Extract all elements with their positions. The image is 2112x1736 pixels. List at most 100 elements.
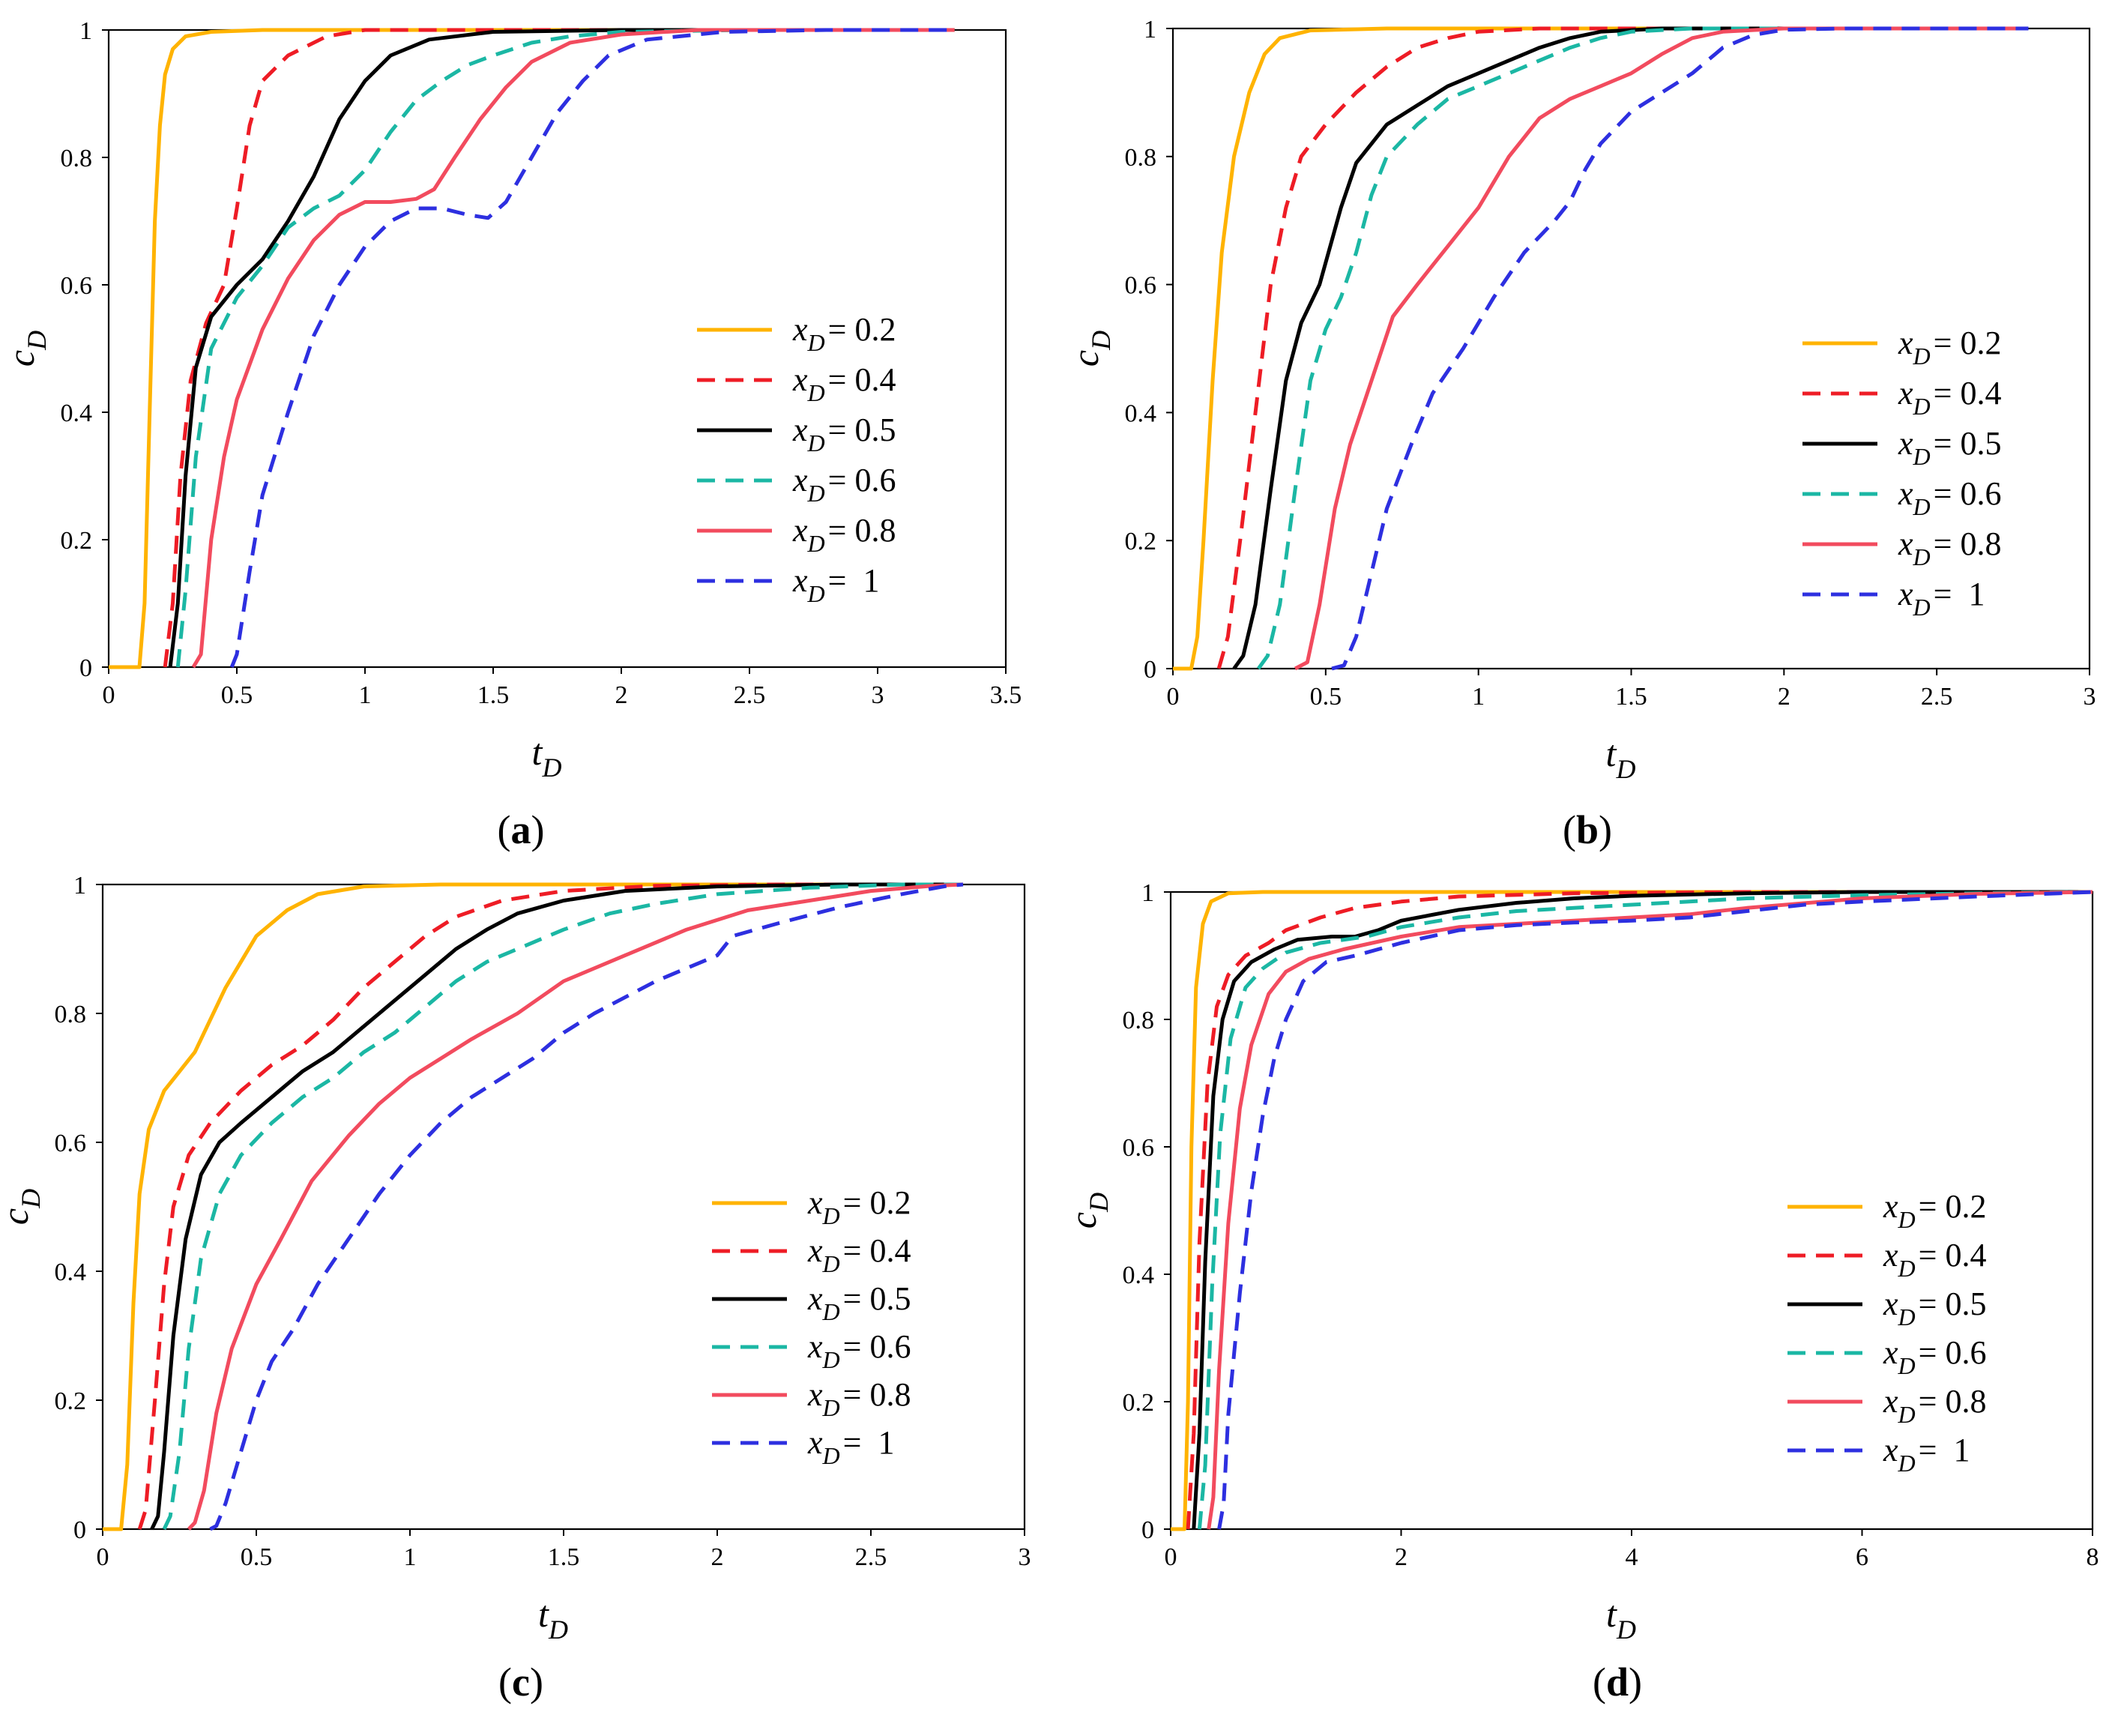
legend-label: xD= 0.8 (1883, 1383, 1986, 1428)
series-line-xD-0_2 (109, 28, 955, 669)
legend-eq: = (843, 1424, 870, 1461)
legend-value: 0.2 (869, 1184, 911, 1221)
legend-var: x (792, 562, 808, 599)
legend-label: xD= 0.5 (792, 412, 896, 456)
legend-eq: = (1934, 576, 1961, 612)
legend-label: xD= 0.8 (792, 512, 896, 557)
legend-var-sub: D (1898, 1401, 1916, 1428)
legend-var: x (792, 361, 808, 398)
legend-eq: = (1919, 1237, 1946, 1274)
legend-eq: = (843, 1376, 870, 1413)
series-line-xD-1 (1217, 890, 2093, 1530)
legend-eq: = (1934, 375, 1961, 412)
y-tick-label: 0.4 (1125, 400, 1157, 427)
legend-label: xD= 0.4 (807, 1232, 911, 1277)
legend-var: x (1883, 1432, 1898, 1468)
legend-eq: = (843, 1280, 870, 1317)
panel-label-open: ( (1593, 1660, 1606, 1705)
legend-var-sub: D (822, 1250, 840, 1277)
legend-label: xD= 0.2 (1883, 1188, 1986, 1233)
series-line-xD-0_5 (1232, 26, 2029, 670)
legend-value: 0.2 (854, 311, 896, 348)
y-axis-label-sub: D (1086, 331, 1116, 351)
legend-eq: = (1919, 1334, 1946, 1371)
x-tick-label: 0 (97, 1543, 109, 1571)
x-tick-label: 3.5 (990, 681, 1022, 709)
legend-var: x (1883, 1286, 1898, 1322)
y-tick-label: 1 (1141, 879, 1154, 907)
legend-label: xD= 0.2 (1898, 325, 2001, 370)
legend-var-sub: D (822, 1298, 840, 1325)
legend-var-sub: D (1913, 493, 1931, 520)
series-line-xD-1 (229, 28, 955, 668)
legend-eq: = (828, 462, 855, 498)
legend-value: 0.2 (1945, 1188, 1986, 1225)
x-axis-label-sub: D (1615, 754, 1635, 784)
x-axis-label-sub: D (541, 753, 561, 783)
x-tick-label: 4 (1626, 1543, 1638, 1571)
series-line-xD-0_6 (1197, 890, 2093, 1530)
series-line-xD-0_2 (1171, 890, 2093, 1531)
x-tick-label: 1.5 (477, 681, 510, 709)
legend-var-sub: D (1898, 1206, 1916, 1233)
legend-eq: = (1919, 1286, 1946, 1322)
legend: xD= 0.2xD= 0.4xD= 0.5xD= 0.6xD= 0.8xD= 1 (712, 1184, 911, 1469)
legend-var-sub: D (807, 480, 825, 507)
legend-value: 0.6 (869, 1328, 911, 1365)
legend-label: xD= 0.8 (1898, 525, 2001, 570)
legend-value: 1 (1960, 576, 1985, 612)
legend-var-sub: D (1913, 543, 1931, 570)
y-tick-label: 0.4 (1123, 1262, 1155, 1289)
legend-value: 0.6 (1960, 475, 2001, 512)
panel-label-open: ( (498, 807, 511, 852)
legend-var: x (1898, 325, 1913, 361)
legend-var-sub: D (1913, 393, 1931, 420)
legend-label: xD= 0.4 (1883, 1237, 1986, 1282)
legend-var: x (807, 1280, 823, 1317)
y-axis-label-base: c (1064, 350, 1106, 367)
legend-var: x (807, 1232, 823, 1269)
series-line-xD-0_5 (150, 882, 963, 1531)
x-tick-label: 0 (103, 681, 115, 709)
series-line-xD-0_8 (1294, 26, 2029, 671)
legend-var-sub: D (807, 329, 825, 356)
x-axis-label: tD (538, 1593, 568, 1645)
x-axis-label-base: t (1606, 732, 1617, 774)
legend: xD= 0.2xD= 0.4xD= 0.5xD= 0.6xD= 0.8xD= 1 (1802, 325, 2001, 621)
y-tick-label: 0.2 (1125, 528, 1157, 555)
legend-label: xD= 0.6 (1898, 475, 2001, 520)
legend-eq: = (1919, 1188, 1946, 1225)
y-tick-label: 0.6 (61, 272, 93, 300)
legend-var-sub: D (1913, 343, 1931, 370)
legend-label: xD= 0.2 (792, 311, 896, 356)
legend-var: x (807, 1424, 823, 1461)
legend-eq: = (1919, 1432, 1946, 1468)
x-tick-label: 2 (1395, 1543, 1408, 1571)
legend-var: x (792, 462, 808, 498)
legend-var: x (1883, 1188, 1898, 1225)
panel-label-close: ) (1629, 1660, 1642, 1705)
y-tick-label: 0.2 (55, 1387, 87, 1415)
legend-eq: = (828, 311, 855, 348)
panel-label-open: ( (498, 1660, 512, 1705)
series-line-xD-0_5 (168, 28, 955, 668)
legend-var: x (1883, 1237, 1898, 1274)
legend-eq: = (828, 562, 855, 599)
legend-var-sub: D (1898, 1450, 1916, 1477)
y-axis-label: cD (0, 1189, 46, 1225)
legend-label: xD= 1 (807, 1424, 894, 1469)
legend-value: 0.4 (869, 1232, 911, 1269)
legend-eq: = (828, 412, 855, 448)
series-line-xD-1 (209, 882, 964, 1531)
legend-var: x (807, 1376, 823, 1413)
legend-eq: = (843, 1184, 870, 1221)
panel-label-letter: b (1576, 807, 1599, 852)
x-tick-label: 3 (872, 681, 884, 709)
legend-var-sub: D (822, 1202, 840, 1229)
legend-value: 1 (1945, 1432, 1970, 1468)
y-axis-label-sub: D (22, 331, 52, 351)
y-tick-label: 0.2 (1123, 1389, 1155, 1417)
legend-var: x (1898, 425, 1913, 462)
legend-var-sub: D (822, 1442, 840, 1469)
